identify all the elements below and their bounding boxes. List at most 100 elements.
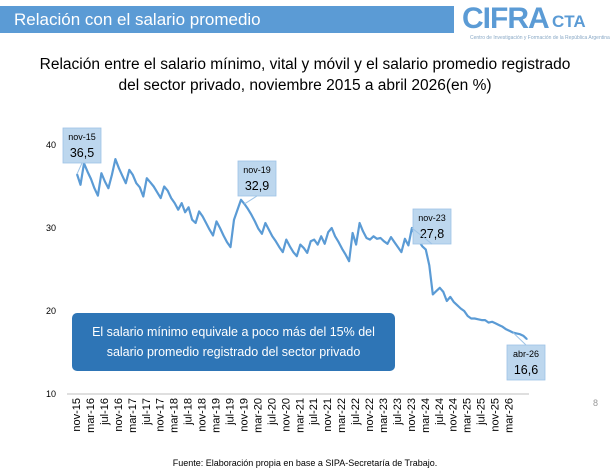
data-point (170, 197, 172, 199)
data-point (139, 186, 141, 188)
data-point (428, 264, 430, 266)
data-point (226, 241, 228, 243)
data-point (104, 180, 106, 183)
x-tick-label: jul-17 (141, 398, 153, 426)
data-point (201, 215, 204, 217)
data-point (292, 251, 294, 253)
data-point (484, 319, 486, 321)
data-point (156, 191, 158, 193)
x-tick-label: nov-23 (406, 398, 418, 432)
x-tick-label: jul-19 (224, 398, 236, 426)
data-point (236, 209, 239, 211)
data-point (114, 158, 116, 160)
data-point (505, 328, 507, 330)
data-point (526, 338, 528, 340)
data-point (205, 222, 207, 224)
title-bar: Relación con el salario promedio (0, 6, 454, 33)
x-tick-label: nov-18 (197, 398, 209, 432)
data-point (320, 235, 322, 237)
y-tick-label: 10 (46, 389, 56, 399)
header: Relación con el salario promedio CIFRA C… (0, 0, 610, 41)
data-point (331, 227, 333, 229)
logo-subtitle: Centro de Investigación y Formación de l… (470, 35, 610, 41)
data-point (345, 253, 347, 256)
data-point (515, 332, 518, 335)
data-point (341, 248, 343, 250)
x-tick-label: mar-23 (378, 398, 390, 433)
data-point (208, 229, 211, 231)
data-point (177, 209, 179, 211)
slide-title: Relación con el salario promedio (14, 10, 261, 29)
data-point (229, 246, 232, 248)
data-point (271, 235, 273, 237)
y-tick-label: 20 (46, 306, 56, 316)
data-point (495, 322, 497, 325)
callout-nov-19: nov-19 32,9 (237, 160, 277, 205)
data-point (435, 290, 437, 292)
callout-box (237, 160, 277, 197)
callout-value: 36,5 (70, 146, 94, 160)
data-point (313, 239, 315, 241)
data-point (324, 243, 326, 245)
x-tick-label: jul-21 (308, 398, 320, 426)
data-point (135, 182, 137, 184)
data-point (327, 231, 329, 233)
callout-box (62, 127, 102, 164)
data-point (439, 287, 441, 289)
x-tick-label: nov-16 (113, 398, 125, 432)
page-number: 8 (593, 398, 599, 408)
data-point (212, 234, 214, 237)
x-tick-label: jul-25 (476, 398, 488, 426)
data-point (310, 240, 312, 242)
data-point (303, 247, 305, 249)
data-point (474, 317, 476, 320)
data-point (233, 219, 235, 221)
callout-pointer (244, 195, 258, 205)
data-point (446, 300, 448, 302)
x-tick-label: nov-21 (322, 398, 334, 432)
note-line-1: El salario mínimo equivale a poco más de… (92, 325, 375, 339)
callout-box (506, 344, 546, 381)
y-tick-label: 30 (46, 223, 56, 233)
data-point (453, 301, 455, 303)
data-point (296, 255, 298, 257)
data-point (268, 229, 270, 231)
data-point (338, 241, 340, 243)
data-point (257, 228, 259, 230)
data-point (240, 199, 242, 201)
x-tick-label: jul-16 (99, 398, 111, 426)
data-point (348, 260, 350, 262)
data-point (198, 210, 200, 212)
callout-date: nov-19 (243, 165, 271, 175)
note-box: El salario mínimo equivale a poco más de… (72, 313, 395, 371)
data-point (261, 233, 263, 235)
data-point (317, 244, 319, 246)
data-point (142, 195, 144, 198)
data-point (282, 251, 284, 253)
data-point (358, 222, 361, 224)
data-point (118, 167, 120, 169)
data-point (278, 246, 280, 248)
data-point (460, 307, 462, 310)
callout-pointer (76, 162, 83, 175)
data-point (397, 246, 399, 248)
y-tick-label: 40 (46, 140, 56, 150)
data-point (463, 310, 465, 312)
data-point (184, 211, 186, 213)
data-point (160, 197, 162, 199)
data-point (181, 202, 183, 204)
data-point (121, 175, 123, 177)
x-tick-label: jul-22 (350, 398, 362, 426)
x-tick-label: mar-25 (462, 398, 474, 433)
data-point (334, 235, 336, 237)
data-point (93, 187, 96, 189)
x-tick-label: mar-20 (252, 398, 264, 433)
source-note: Fuente: Elaboración propia en base a SIP… (172, 458, 438, 468)
cifra-logo: CIFRA CTA Centro de Investigación y Form… (462, 2, 610, 41)
callout-date: abr-26 (513, 349, 539, 359)
data-point (79, 184, 82, 186)
data-point (386, 243, 389, 245)
callout-pointer (512, 332, 527, 346)
data-point (501, 326, 504, 328)
data-point (369, 239, 371, 241)
